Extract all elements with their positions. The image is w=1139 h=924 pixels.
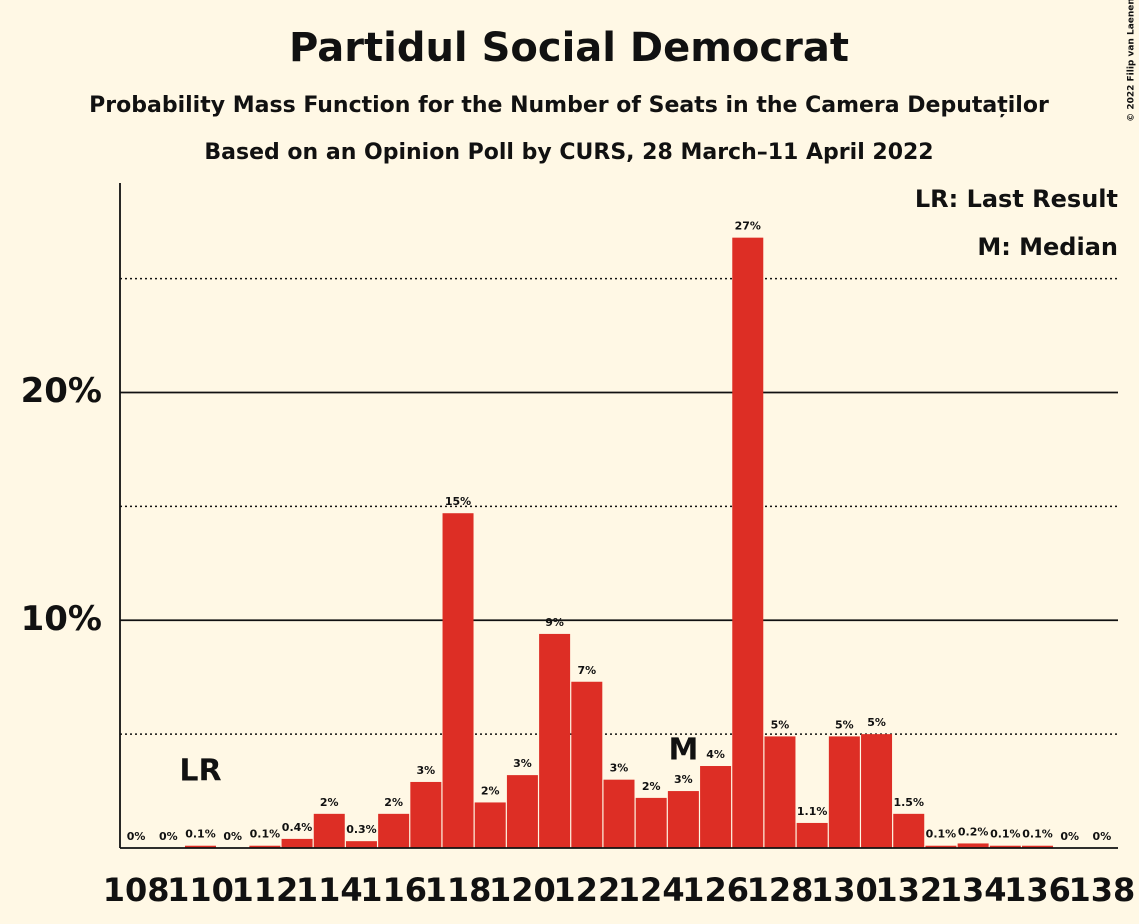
x-tick-label: 120 [489,871,556,909]
annotation: M [668,733,698,768]
bar [603,779,635,848]
value-label: 0.3% [346,823,377,836]
chart-title: Partidul Social Democrat [289,25,849,71]
bar [474,802,506,848]
value-label: 0% [127,830,146,843]
bar [571,681,603,848]
value-label: 2% [642,780,661,793]
x-tick-label: 132 [875,871,942,909]
y-tick-label: 10% [21,599,102,639]
value-label: 3% [416,764,435,777]
copyright: © 2022 Filip van Laenen [1127,0,1137,122]
bar [378,813,410,848]
x-tick-label: 110 [167,871,234,909]
value-label: 5% [771,718,790,731]
legend-entry: LR: Last Result [915,185,1118,213]
x-tick-label: 130 [811,871,878,909]
value-label: 1.1% [797,805,828,818]
value-label: 0.1% [1022,828,1053,841]
value-label: 9% [545,616,564,629]
value-label: 2% [481,784,500,797]
value-label: 0.1% [926,828,957,841]
bar [700,766,732,848]
value-label: 15% [445,495,471,508]
value-label: 3% [674,773,693,786]
x-tick-label: 114 [296,871,363,909]
bar [184,845,216,848]
bar [764,736,796,848]
value-label: 27% [735,220,761,233]
bar [249,845,281,848]
value-label: 0.1% [185,828,216,841]
bar [635,797,667,848]
bar [539,633,571,848]
x-tick-label: 108 [103,871,170,909]
value-label: 2% [320,796,339,809]
value-label: 2% [384,796,403,809]
value-label: 0% [159,830,178,843]
value-label: 3% [513,757,532,770]
bar [1022,845,1054,848]
bar [506,775,538,848]
bar [313,813,345,848]
x-tick-label: 138 [1069,871,1136,909]
bar [281,838,313,848]
bar [732,237,764,848]
value-label: 4% [706,748,725,761]
x-tick-label: 122 [553,871,620,909]
bar [667,791,699,848]
annotation: LR [179,754,221,789]
x-tick-label: 116 [360,871,427,909]
value-label: 0.1% [250,828,281,841]
bar [893,813,925,848]
bar [796,822,828,848]
chart-subtitle: Based on an Opinion Poll by CURS, 28 Mar… [204,140,933,165]
value-label: 1.5% [893,796,924,809]
chart-subtitle: Probability Mass Function for the Number… [89,93,1049,118]
x-tick-label: 124 [618,871,685,909]
value-label: 0.1% [990,828,1021,841]
bar [828,736,860,848]
x-tick-label: 134 [940,871,1007,909]
value-label: 0.4% [282,821,313,834]
bar [989,845,1021,848]
x-tick-label: 136 [1004,871,1071,909]
bar [957,843,989,848]
value-label: 5% [867,716,886,729]
bar [925,845,957,848]
legend-entry: M: Median [977,233,1118,261]
value-label: 7% [577,664,596,677]
value-label: 0% [223,830,242,843]
x-tick-label: 128 [747,871,814,909]
bar [345,841,377,848]
value-label: 5% [835,718,854,731]
bar [442,513,474,848]
value-label: 0.2% [958,825,989,838]
x-tick-label: 112 [231,871,298,909]
x-tick-label: 126 [682,871,749,909]
value-label: 3% [610,762,629,775]
bar [861,734,893,848]
x-tick-label: 118 [425,871,492,909]
bar [410,781,442,848]
value-label: 0% [1060,830,1079,843]
y-tick-label: 20% [21,371,102,411]
value-label: 0% [1093,830,1112,843]
